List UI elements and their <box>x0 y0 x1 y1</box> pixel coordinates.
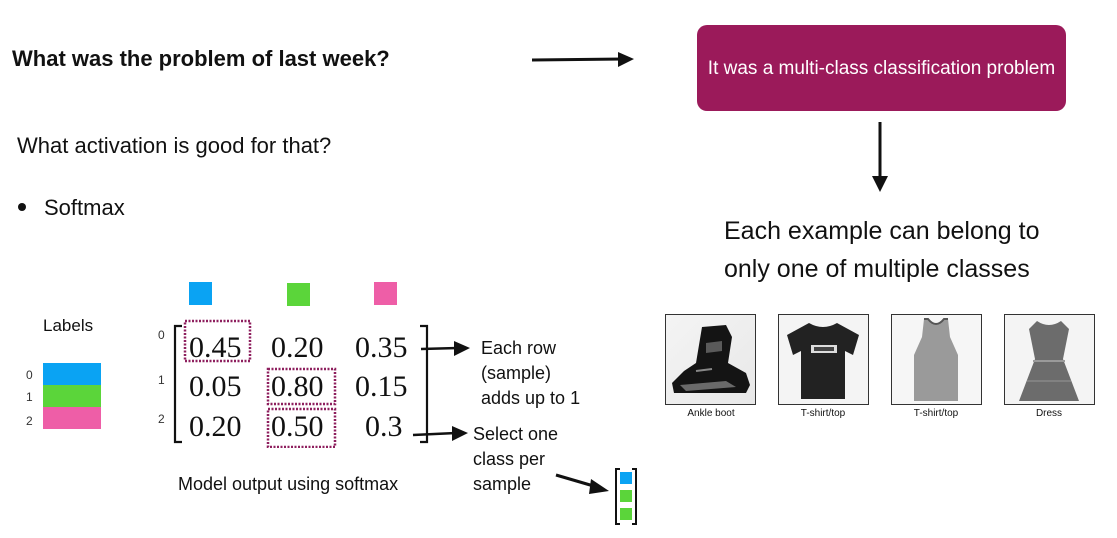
matrix-cell-1-0: 0.05 <box>189 370 242 403</box>
each-example-line-1: Each example can belong to <box>724 217 1040 245</box>
selected-class-vector <box>615 468 637 525</box>
vector-cell-1 <box>620 490 632 502</box>
label-index-1: 1 <box>26 390 33 404</box>
label-index-0: 0 <box>26 368 33 382</box>
image-caption-1: T-shirt/top <box>800 408 846 419</box>
vector-cell-0 <box>620 472 632 484</box>
down-arrow-icon <box>872 122 888 192</box>
select-line-3: sample <box>473 474 532 494</box>
highlight-boxes <box>183 319 337 448</box>
label-swatch-2 <box>43 407 101 429</box>
softmax-bullet: Softmax <box>18 195 125 221</box>
model-output-caption: Model output using softmax <box>178 474 399 494</box>
row-sum-line-3: adds up to 1 <box>481 388 581 408</box>
tank-top-icon <box>892 315 981 404</box>
row-sum-note: Each row (sample) adds up to 1 <box>481 336 580 411</box>
matrix-cell-1-1: 0.80 <box>271 370 324 403</box>
column-swatch-1 <box>287 283 310 306</box>
activation-question: What activation is good for that? <box>17 133 332 158</box>
image-caption-2: T-shirt/top <box>913 408 959 419</box>
highlight-box-row-0 <box>183 319 252 363</box>
right-arrow-icon <box>531 52 634 67</box>
question-heading: What was the problem of last week? <box>12 46 390 71</box>
vector-cell-2 <box>620 508 632 520</box>
ankle-boot-icon <box>666 315 755 404</box>
image-caption-3: Dress <box>1035 408 1063 419</box>
row-sum-line-2: (sample) <box>481 363 552 383</box>
matrix-cell-2-2: 0.3 <box>365 410 403 443</box>
highlight-box-row-1 <box>266 367 337 406</box>
image-frame-tshirt <box>778 314 869 405</box>
column-swatch-2 <box>374 282 397 305</box>
dress-icon <box>1005 315 1094 404</box>
label-swatch-1 <box>43 385 101 407</box>
each-example-line-2: only one of multiple classes <box>724 255 1030 283</box>
row-sum-arrow-icon <box>420 341 470 356</box>
select-line-1: Select one <box>473 424 559 444</box>
image-caption-0: Ankle boot <box>687 408 735 419</box>
select-note: Select one class per sample <box>473 422 558 497</box>
image-frame-tank-top <box>891 314 982 405</box>
answer-box: It was a multi-class classification prob… <box>697 25 1066 111</box>
answer-text: It was a multi-class classification prob… <box>707 57 1056 79</box>
label-swatch-0 <box>43 363 101 385</box>
matrix-cell-1-2: 0.15 <box>355 370 408 403</box>
select-arrow-icon <box>412 426 468 441</box>
highlight-box-row-2 <box>266 407 337 448</box>
matrix-cell-2-0: 0.20 <box>189 410 242 443</box>
matrix-brackets <box>173 324 429 444</box>
matrix-row-index-1: 1 <box>158 373 165 387</box>
label-index-2: 2 <box>26 414 33 428</box>
matrix-cell-0-0: 0.45 <box>189 331 242 364</box>
labels-title: Labels <box>43 316 94 335</box>
bullet-dot <box>18 203 26 212</box>
matrix-cell-2-1: 0.50 <box>271 410 324 443</box>
matrix-cell-0-1: 0.20 <box>271 331 324 364</box>
matrix-row-index-2: 2 <box>158 412 165 426</box>
image-frame-dress <box>1004 314 1095 405</box>
select-line-2: class per <box>473 449 546 469</box>
row-sum-line-1: Each row <box>481 338 557 358</box>
bullet-text: Softmax <box>44 195 125 220</box>
column-swatch-0 <box>189 282 212 305</box>
matrix-row-index-0: 0 <box>158 328 165 342</box>
tshirt-icon <box>779 315 868 404</box>
selection-arrow-icon <box>555 473 609 494</box>
each-example-text: Each example can belong to only one of m… <box>724 212 1040 288</box>
image-frame-ankle-boot <box>665 314 756 405</box>
matrix-cell-0-2: 0.35 <box>355 331 408 364</box>
